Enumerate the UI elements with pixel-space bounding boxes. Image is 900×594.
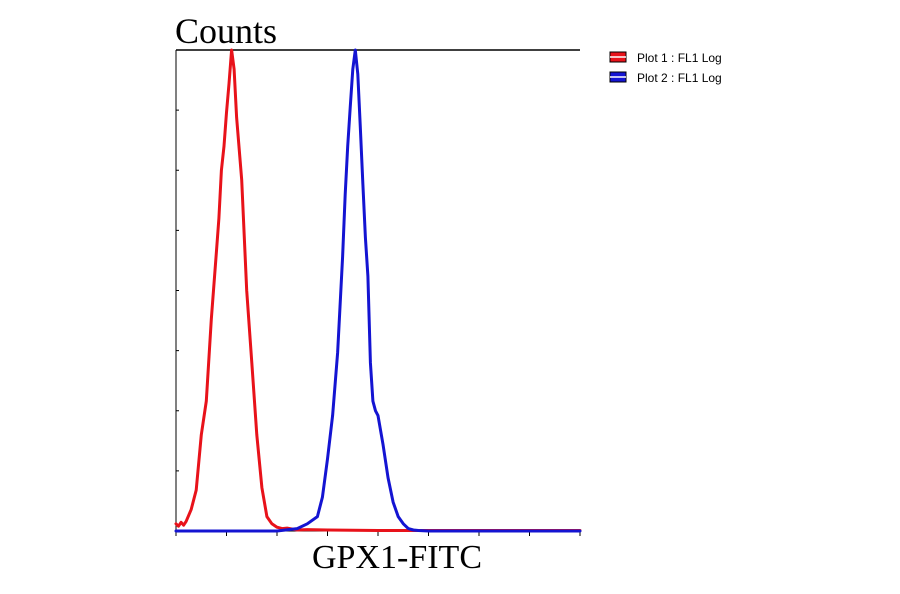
series-line-1 <box>174 48 582 532</box>
legend-label-1: Plot 1 : FL1 Log <box>637 51 722 65</box>
x-axis-label: GPX1-FITC <box>312 539 482 576</box>
legend-label-2: Plot 2 : FL1 Log <box>637 71 722 85</box>
y-axis-label: Counts <box>175 11 277 51</box>
legend: Plot 1 : FL1 Log Plot 2 : FL1 Log <box>609 51 722 85</box>
series-line-2 <box>174 48 582 533</box>
series-layer <box>174 48 582 533</box>
